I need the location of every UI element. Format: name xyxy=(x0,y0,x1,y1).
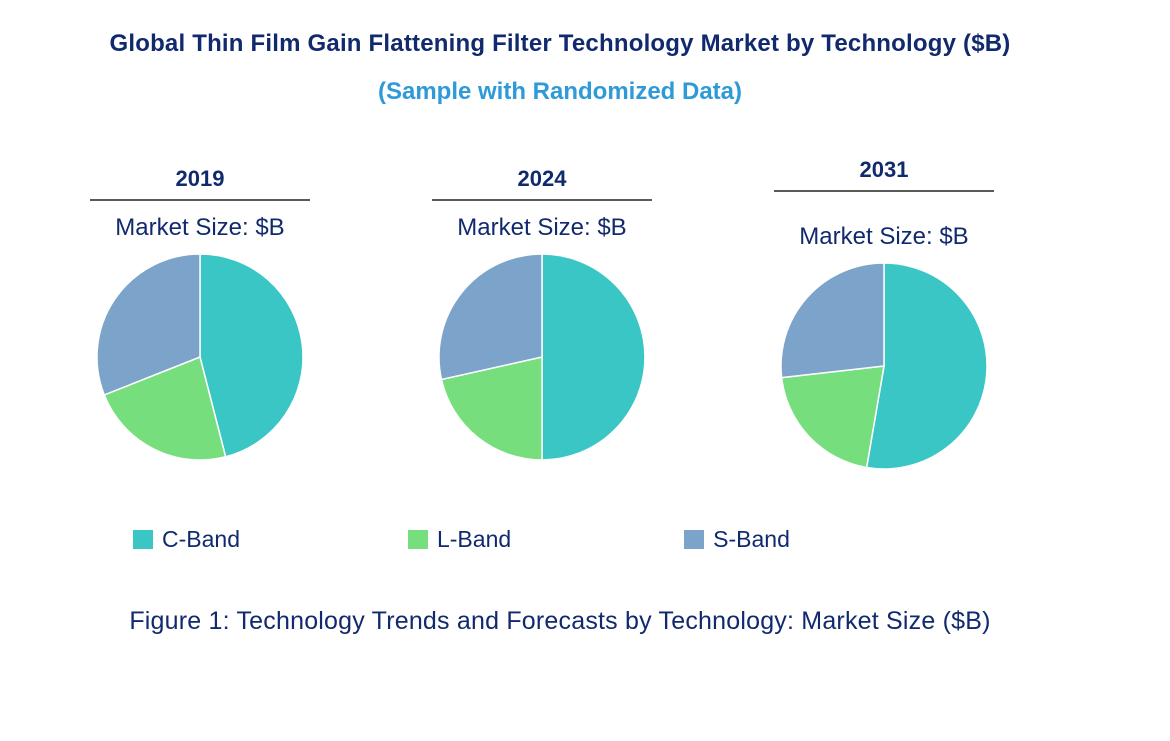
report-page: Global Thin Film Gain Flattening Filter … xyxy=(0,30,1100,636)
legend-label-l-band: L-Band xyxy=(436,526,512,552)
c-band-swatch-icon xyxy=(133,530,153,549)
market-size-label-2031: Market Size: $B xyxy=(799,223,969,250)
legend-label-s-band: S-Band xyxy=(713,526,790,552)
pie-chart-2024 xyxy=(438,253,646,461)
l-band-swatch-icon xyxy=(407,530,428,549)
chart-column-2024: 2024 Market Size: $B xyxy=(387,166,697,470)
market-size-label-2019: Market Size: $B xyxy=(115,214,285,241)
chart-column-2031: 2031 Market Size: $B xyxy=(729,157,1039,470)
pie-charts-row: 2019 Market Size: $B 2024 Market Size: $… xyxy=(45,157,1100,470)
legend-item-s-band: S-Band xyxy=(684,526,790,553)
figure-caption: Figure 1: Technology Trends and Forecast… xyxy=(129,607,991,635)
chart-title: Global Thin Film Gain Flattening Filter … xyxy=(109,30,1011,57)
legend-item-l-band: L-Band xyxy=(407,526,512,553)
pie-chart-2019 xyxy=(96,253,304,461)
pie-chart-2031 xyxy=(780,262,988,470)
market-size-label-2024: Market Size: $B xyxy=(457,214,627,241)
year-header-2019: 2019 xyxy=(90,166,310,201)
year-header-2031: 2031 xyxy=(774,157,994,192)
s-band-swatch-icon xyxy=(684,530,705,549)
year-header-2024: 2024 xyxy=(432,166,652,201)
legend-item-c-band: C-Band xyxy=(133,526,240,553)
legend: C-Band L-Band S-Band xyxy=(20,526,1100,553)
chart-subtitle: (Sample with Randomized Data) xyxy=(377,78,743,105)
chart-column-2019: 2019 Market Size: $B xyxy=(45,166,355,470)
legend-label-c-band: C-Band xyxy=(162,526,240,552)
